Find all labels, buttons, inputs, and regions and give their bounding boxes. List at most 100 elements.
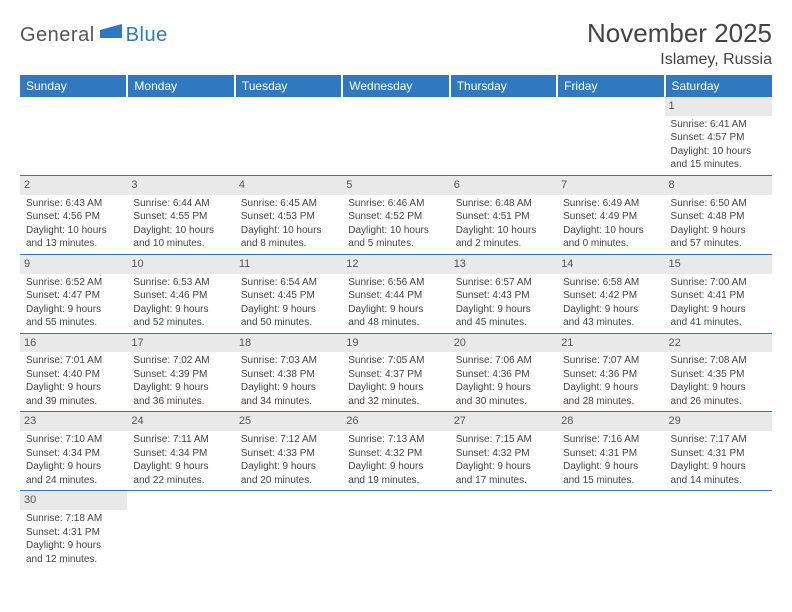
daylight1-text: Daylight: 9 hours: [241, 381, 336, 395]
daylight1-text: Daylight: 9 hours: [241, 303, 336, 317]
calendar-cell: 5Sunrise: 6:46 AMSunset: 4:52 PMDaylight…: [342, 175, 449, 254]
sunrise-text: Sunrise: 6:41 AM: [671, 118, 766, 132]
sunset-text: Sunset: 4:55 PM: [133, 210, 228, 224]
calendar-cell: [20, 97, 127, 175]
daylight1-text: Daylight: 10 hours: [241, 224, 336, 238]
sunrise-text: Sunrise: 6:50 AM: [671, 197, 766, 211]
daylight1-text: Daylight: 9 hours: [26, 460, 121, 474]
day-header: Wednesday: [342, 75, 449, 97]
sunset-text: Sunset: 4:42 PM: [563, 289, 658, 303]
sunrise-text: Sunrise: 7:08 AM: [671, 354, 766, 368]
calendar-cell: 29Sunrise: 7:17 AMSunset: 4:31 PMDayligh…: [665, 412, 772, 491]
sunrise-text: Sunrise: 7:13 AM: [348, 433, 443, 447]
day-number: 21: [557, 334, 664, 353]
sunrise-text: Sunrise: 7:10 AM: [26, 433, 121, 447]
sunrise-text: Sunrise: 7:02 AM: [133, 354, 228, 368]
calendar-cell: 24Sunrise: 7:11 AMSunset: 4:34 PMDayligh…: [127, 412, 234, 491]
day-number: 2: [20, 176, 127, 195]
sunset-text: Sunset: 4:48 PM: [671, 210, 766, 224]
day-number: 4: [235, 176, 342, 195]
calendar-cell: [450, 97, 557, 175]
daylight2-text: and 8 minutes.: [241, 237, 336, 251]
sunset-text: Sunset: 4:31 PM: [671, 447, 766, 461]
daylight1-text: Daylight: 10 hours: [348, 224, 443, 238]
daylight2-text: and 50 minutes.: [241, 316, 336, 330]
day-number: 25: [235, 412, 342, 431]
day-number: 5: [342, 176, 449, 195]
daylight1-text: Daylight: 10 hours: [133, 224, 228, 238]
sunset-text: Sunset: 4:47 PM: [26, 289, 121, 303]
day-number: 13: [450, 255, 557, 274]
daylight2-text: and 45 minutes.: [456, 316, 551, 330]
daylight2-text: and 24 minutes.: [26, 474, 121, 488]
day-number: 15: [665, 255, 772, 274]
daylight1-text: Daylight: 10 hours: [563, 224, 658, 238]
daylight2-text: and 14 minutes.: [671, 474, 766, 488]
calendar-cell: 9Sunrise: 6:52 AMSunset: 4:47 PMDaylight…: [20, 254, 127, 333]
daylight1-text: Daylight: 9 hours: [26, 303, 121, 317]
sunset-text: Sunset: 4:53 PM: [241, 210, 336, 224]
daylight2-text: and 48 minutes.: [348, 316, 443, 330]
daylight1-text: Daylight: 9 hours: [456, 303, 551, 317]
calendar-cell: 7Sunrise: 6:49 AMSunset: 4:49 PMDaylight…: [557, 175, 664, 254]
calendar-cell: 25Sunrise: 7:12 AMSunset: 4:33 PMDayligh…: [235, 412, 342, 491]
calendar-cell: 14Sunrise: 6:58 AMSunset: 4:42 PMDayligh…: [557, 254, 664, 333]
day-number: 6: [450, 176, 557, 195]
sunrise-text: Sunrise: 6:53 AM: [133, 276, 228, 290]
calendar-cell: 6Sunrise: 6:48 AMSunset: 4:51 PMDaylight…: [450, 175, 557, 254]
day-number: 29: [665, 412, 772, 431]
sunrise-text: Sunrise: 6:57 AM: [456, 276, 551, 290]
day-number: 9: [20, 255, 127, 274]
sunset-text: Sunset: 4:51 PM: [456, 210, 551, 224]
daylight2-text: and 28 minutes.: [563, 395, 658, 409]
sunset-text: Sunset: 4:35 PM: [671, 368, 766, 382]
daylight2-text: and 26 minutes.: [671, 395, 766, 409]
sunrise-text: Sunrise: 6:46 AM: [348, 197, 443, 211]
month-title: November 2025: [587, 18, 772, 49]
daylight1-text: Daylight: 10 hours: [671, 145, 766, 159]
sunset-text: Sunset: 4:36 PM: [456, 368, 551, 382]
calendar-cell: 1Sunrise: 6:41 AMSunset: 4:57 PMDaylight…: [665, 97, 772, 175]
day-header: Thursday: [450, 75, 557, 97]
sunset-text: Sunset: 4:46 PM: [133, 289, 228, 303]
daylight2-text: and 15 minutes.: [563, 474, 658, 488]
daylight2-text: and 39 minutes.: [26, 395, 121, 409]
daylight1-text: Daylight: 9 hours: [563, 303, 658, 317]
calendar-row: 16Sunrise: 7:01 AMSunset: 4:40 PMDayligh…: [20, 333, 772, 412]
calendar-table: Sunday Monday Tuesday Wednesday Thursday…: [20, 75, 772, 569]
daylight2-text: and 52 minutes.: [133, 316, 228, 330]
sunset-text: Sunset: 4:32 PM: [456, 447, 551, 461]
sunset-text: Sunset: 4:56 PM: [26, 210, 121, 224]
sunrise-text: Sunrise: 6:58 AM: [563, 276, 658, 290]
sunrise-text: Sunrise: 6:54 AM: [241, 276, 336, 290]
daylight2-text: and 30 minutes.: [456, 395, 551, 409]
daylight2-text: and 22 minutes.: [133, 474, 228, 488]
daylight1-text: Daylight: 9 hours: [456, 381, 551, 395]
daylight2-text: and 0 minutes.: [563, 237, 658, 251]
calendar-cell: [665, 491, 772, 569]
sunset-text: Sunset: 4:43 PM: [456, 289, 551, 303]
daylight1-text: Daylight: 10 hours: [26, 224, 121, 238]
daylight1-text: Daylight: 9 hours: [456, 460, 551, 474]
day-number: 3: [127, 176, 234, 195]
calendar-cell: [557, 97, 664, 175]
header: General Blue November 2025 Islamey, Russ…: [20, 18, 772, 69]
calendar-cell: 11Sunrise: 6:54 AMSunset: 4:45 PMDayligh…: [235, 254, 342, 333]
sunrise-text: Sunrise: 6:49 AM: [563, 197, 658, 211]
sunrise-text: Sunrise: 7:05 AM: [348, 354, 443, 368]
sunset-text: Sunset: 4:38 PM: [241, 368, 336, 382]
calendar-cell: 12Sunrise: 6:56 AMSunset: 4:44 PMDayligh…: [342, 254, 449, 333]
calendar-cell: 26Sunrise: 7:13 AMSunset: 4:32 PMDayligh…: [342, 412, 449, 491]
daylight1-text: Daylight: 10 hours: [456, 224, 551, 238]
day-number: 11: [235, 255, 342, 274]
sunset-text: Sunset: 4:44 PM: [348, 289, 443, 303]
sunset-text: Sunset: 4:32 PM: [348, 447, 443, 461]
calendar-cell: 15Sunrise: 7:00 AMSunset: 4:41 PMDayligh…: [665, 254, 772, 333]
calendar-cell: [342, 97, 449, 175]
calendar-cell: 16Sunrise: 7:01 AMSunset: 4:40 PMDayligh…: [20, 333, 127, 412]
day-header-row: Sunday Monday Tuesday Wednesday Thursday…: [20, 75, 772, 97]
daylight1-text: Daylight: 9 hours: [348, 303, 443, 317]
sunset-text: Sunset: 4:34 PM: [133, 447, 228, 461]
day-number: 19: [342, 334, 449, 353]
calendar-cell: 22Sunrise: 7:08 AMSunset: 4:35 PMDayligh…: [665, 333, 772, 412]
